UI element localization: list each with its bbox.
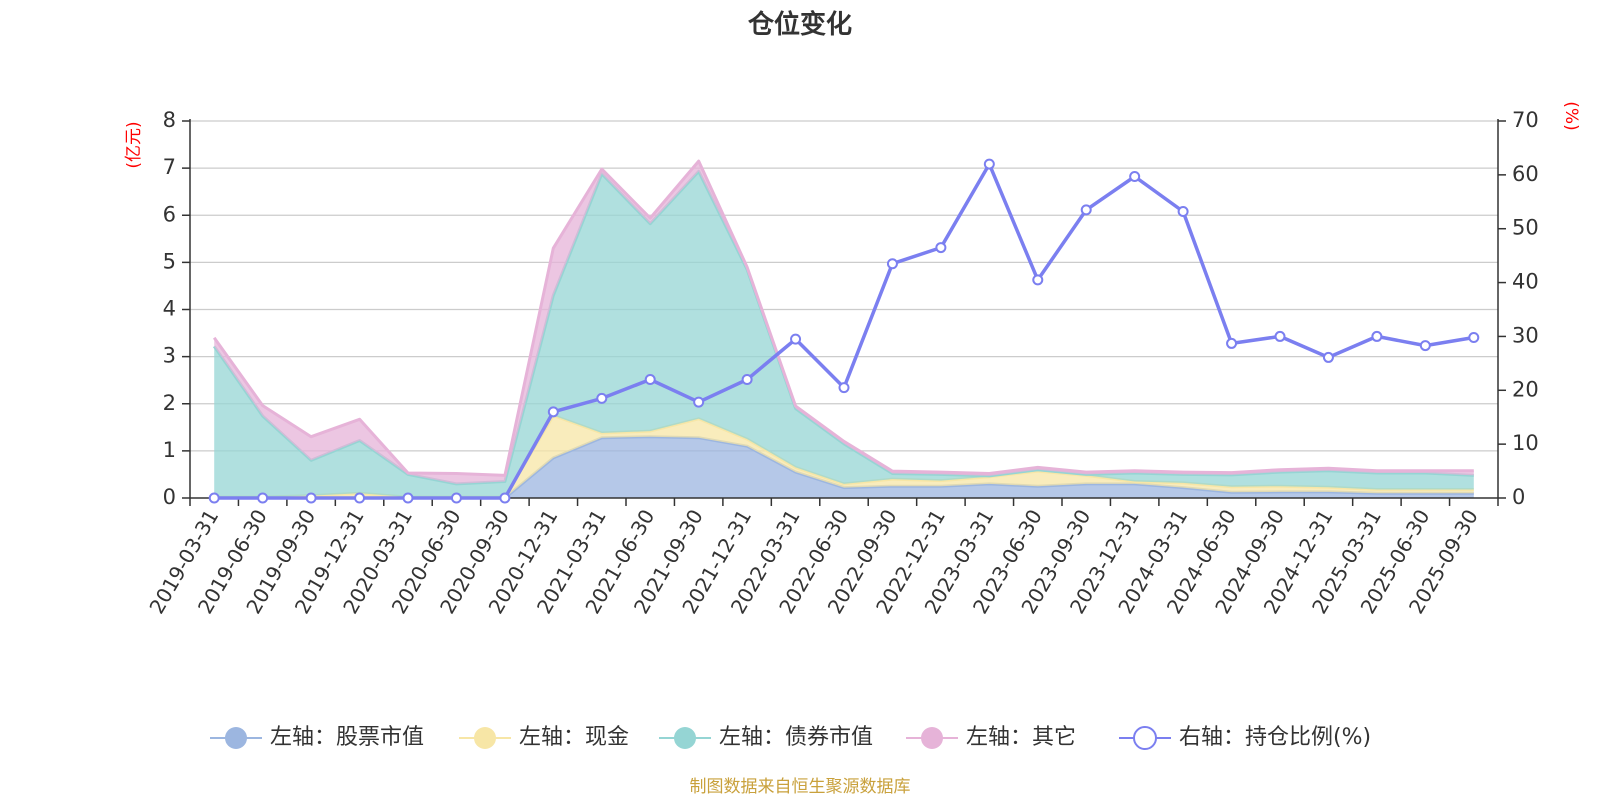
- right-axis-tick-label: 40: [1512, 270, 1539, 294]
- data-source-note: 制图数据来自恒生聚源数据库: [690, 777, 911, 797]
- ratio-point: [1371, 330, 1383, 342]
- legend-item-stock: 左轴：股票市值: [210, 725, 424, 750]
- grid-lines: [190, 120, 1498, 452]
- ratio-point: [838, 382, 850, 394]
- ratio-point: [1032, 274, 1044, 286]
- legend-item-bond: 左轴：债券市值: [659, 725, 873, 750]
- left-axis-tick-label: 1: [163, 438, 176, 462]
- ratio-point: [1468, 332, 1480, 344]
- legend-item-other: 左轴：其它: [906, 725, 1076, 750]
- left-axis-tick-label: 3: [163, 344, 176, 368]
- stacked-areas: [212, 159, 1474, 500]
- ratio-point: [354, 492, 366, 504]
- ratio-point: [208, 492, 220, 504]
- ratio-point: [1419, 340, 1431, 352]
- ratio-point: [1226, 337, 1238, 349]
- left-axis-unit: (亿元): [124, 121, 144, 168]
- chart-title: 仓位变化: [747, 9, 852, 40]
- left-axis-tick-label: 8: [163, 108, 176, 132]
- ratio-point: [402, 492, 414, 504]
- ratio-point: [499, 492, 511, 504]
- legend-label-other: 左轴：其它: [966, 725, 1076, 750]
- ratio-point: [644, 374, 656, 386]
- legend-marker-stock: [225, 727, 247, 749]
- ratio-point: [741, 374, 753, 386]
- area-edge-bond: [212, 169, 1474, 486]
- legend-label-stock: 左轴：股票市值: [270, 725, 424, 750]
- area-cash: [214, 415, 1474, 498]
- axes: 0123456780102030405060702019-03-312019-0…: [144, 108, 1538, 618]
- area-stock: [214, 436, 1474, 498]
- area-bond: [214, 171, 1474, 498]
- right-axis-tick-label: 50: [1512, 216, 1539, 240]
- ratio-point: [1129, 170, 1141, 182]
- left-axis-tick-label: 6: [163, 202, 176, 226]
- left-axis-tick-label: 4: [163, 297, 176, 321]
- ratio-point: [983, 158, 995, 170]
- legend-label-cash: 左轴：现金: [519, 725, 629, 750]
- legend-marker-bond: [674, 727, 696, 749]
- legend-label-ratio: 右轴：持仓比例(%): [1179, 725, 1371, 750]
- left-axis-tick-label: 2: [163, 391, 176, 415]
- ratio-point: [1322, 351, 1334, 363]
- legend-marker-other: [921, 727, 943, 749]
- ratio-line-layer: [208, 158, 1480, 504]
- ratio-point: [693, 396, 705, 408]
- ratio-point: [547, 406, 559, 418]
- area-other: [214, 161, 1474, 484]
- legend-item-cash: 左轴：现金: [459, 725, 629, 750]
- left-axis-tick-label: 5: [163, 249, 176, 273]
- ratio-point: [886, 258, 898, 270]
- ratio-point: [1177, 205, 1189, 217]
- right-axis-unit: (%): [1561, 101, 1581, 130]
- ratio-point: [257, 492, 269, 504]
- legend-marker-cash: [474, 727, 496, 749]
- legend-marker-ratio: [1133, 726, 1157, 750]
- legend: 左轴：股票市值 左轴：现金 左轴：债券市值 左轴：其它 右轴：持仓比例(%): [210, 725, 1371, 750]
- right-axis-tick-label: 10: [1512, 431, 1539, 455]
- ratio-point: [450, 492, 462, 504]
- ratio-point: [790, 333, 802, 345]
- left-axis-tick-label: 7: [163, 155, 176, 179]
- ratio-point: [305, 492, 317, 504]
- legend-item-ratio: 右轴：持仓比例(%): [1119, 725, 1371, 750]
- right-axis-tick-label: 60: [1512, 162, 1539, 186]
- legend-label-bond: 左轴：债券市值: [719, 725, 873, 750]
- right-axis-tick-label: 30: [1512, 323, 1539, 347]
- right-axis-tick-label: 70: [1512, 108, 1539, 132]
- left-axis-tick-label: 0: [163, 485, 176, 509]
- ratio-point: [1274, 330, 1286, 342]
- ratio-point: [1080, 204, 1092, 216]
- ratio-point: [935, 242, 947, 254]
- right-axis-tick-label: 20: [1512, 377, 1539, 401]
- ratio-point: [596, 392, 608, 404]
- right-axis-tick-label: 0: [1512, 485, 1525, 509]
- area-edge-other: [212, 159, 1474, 477]
